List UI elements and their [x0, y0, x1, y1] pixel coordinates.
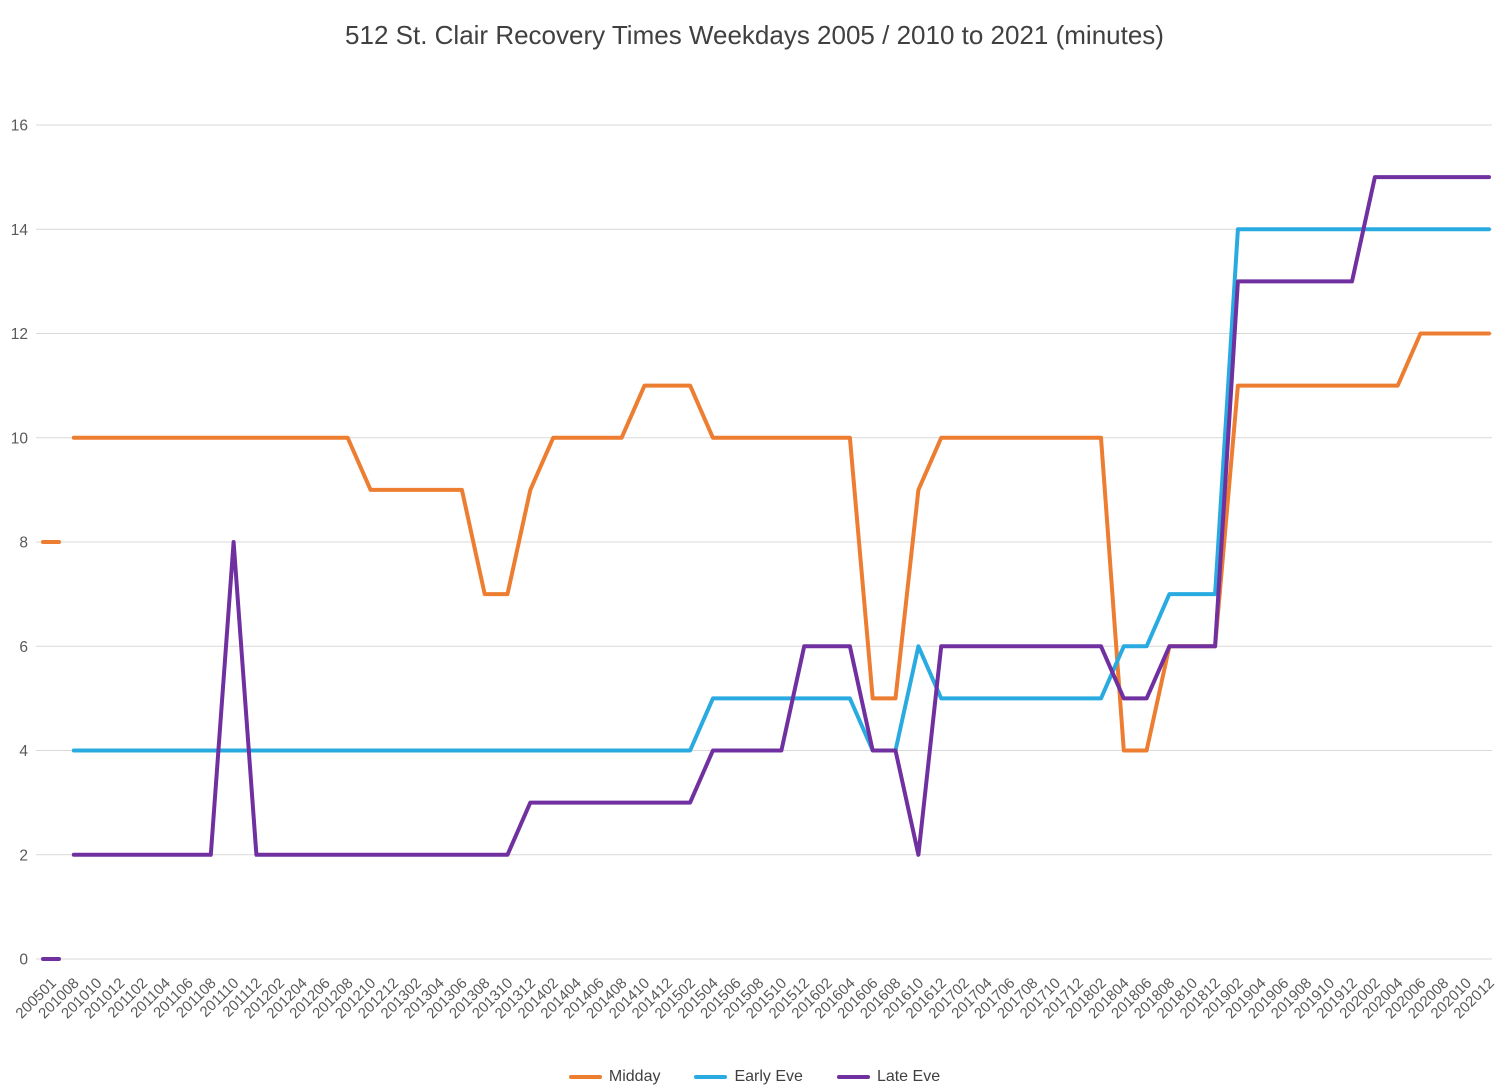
legend-item-midday: Midday: [568, 1068, 661, 1086]
chart-title: 512 St. Clair Recovery Times Weekdays 20…: [345, 20, 1164, 50]
series-line-early-eve: [71, 227, 1491, 753]
y-tick-label-4: 4: [19, 743, 28, 760]
y-tick-label-16: 16: [11, 118, 28, 135]
y-axis-labels: 0 2 4 6 8 10 12 14 16: [11, 118, 29, 969]
y-tick-label-14: 14: [11, 222, 29, 239]
y-tick-label-12: 12: [11, 326, 28, 343]
y-tick-label-8: 8: [19, 535, 28, 552]
legend-label-early-eve: Early Eve: [734, 1068, 803, 1085]
y-tick-label-10: 10: [11, 430, 29, 447]
series-line-midday: [71, 331, 1491, 753]
legend-swatch-late-eve: [836, 1075, 870, 1079]
legend-item-early-eve: Early Eve: [694, 1068, 803, 1086]
series-line-late-eve: [71, 175, 1491, 857]
legend: Midday Early Eve Late Eve: [0, 1068, 1509, 1086]
series-late-eve: [41, 175, 1491, 961]
y-tick-label-6: 6: [19, 639, 28, 656]
legend-label-midday: Midday: [608, 1068, 661, 1085]
y-tick-label-0: 0: [19, 952, 28, 969]
legend-swatch-midday: [568, 1075, 602, 1079]
legend-label-late-eve: Late Eve: [876, 1068, 941, 1085]
legend-swatch-early-eve: [694, 1075, 728, 1079]
legend-item-late-eve: Late Eve: [836, 1068, 941, 1086]
x-axis-labels: 2005012010082010102010122011022011042011…: [12, 975, 1497, 1022]
series-midday: [41, 331, 1491, 753]
series-early-eve: [71, 227, 1491, 753]
y-tick-label-2: 2: [19, 847, 28, 864]
